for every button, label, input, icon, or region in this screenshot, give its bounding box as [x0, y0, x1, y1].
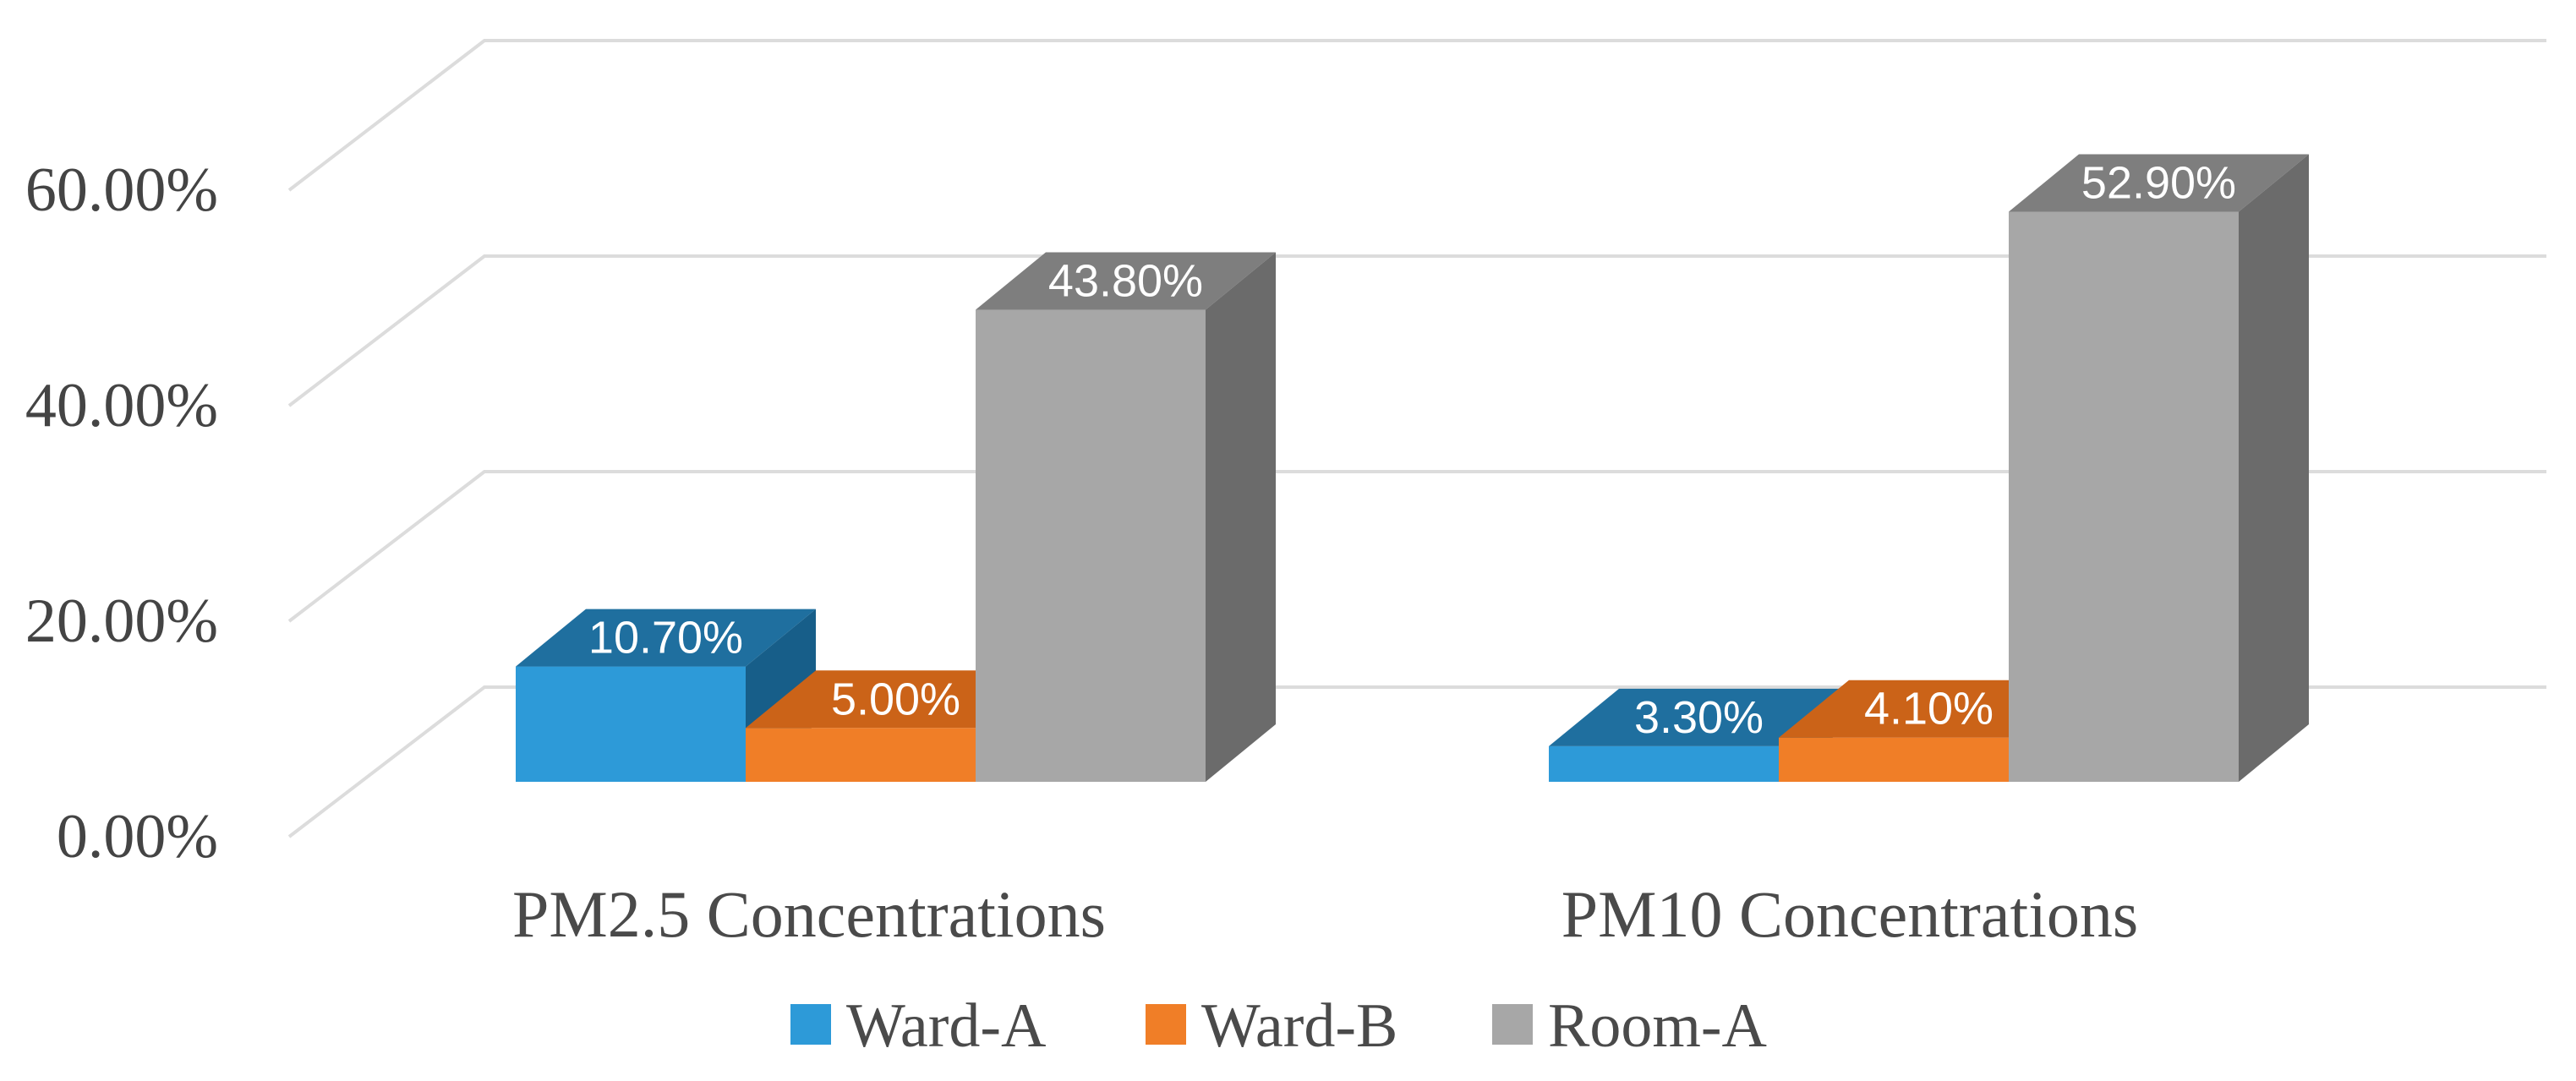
bar-room-a-cat1-top-face [976, 252, 1276, 310]
bar-ward-b-cat2-top-face [1779, 680, 2079, 738]
gridline [287, 39, 2546, 192]
bar-value-label: 4.10% [1864, 684, 1994, 734]
bar-value-label: 5.00% [831, 674, 960, 724]
gridline [287, 254, 2546, 407]
bar-ward-b-cat2-front-face [1779, 737, 2009, 782]
bar-room-a-cat2-front-face [2009, 211, 2239, 782]
legend-label-room-a: Room-A [1548, 991, 1767, 1061]
legend-swatch-ward-b [1146, 1004, 1186, 1045]
bar-ward-a-cat1-front-face [516, 666, 746, 782]
bar-ward-b-cat1-top-face [746, 670, 1046, 729]
bar-room-a-cat2-top-face [2009, 154, 2309, 212]
bar-ward-a-cat1-top-face [516, 609, 816, 667]
y-axis-tick-label: 60.00% [25, 156, 218, 225]
legend-label-ward-a: Ward-A [846, 991, 1047, 1061]
bar-value-label: 52.90% [2081, 158, 2236, 209]
bar-ward-b-cat1-front-face [746, 728, 976, 782]
legend-swatch-room-a [1492, 1004, 1533, 1045]
legend-label-ward-b: Ward-B [1201, 991, 1397, 1061]
legend-swatch-ward-a [790, 1004, 831, 1045]
y-axis-tick-label: 40.00% [25, 371, 218, 440]
category-label-1: PM2.5 Concentrations [512, 877, 1106, 951]
y-axis-tick-label: 20.00% [25, 587, 218, 656]
y-axis-tick-label: 0.00% [57, 802, 218, 871]
category-label-2: PM10 Concentrations [1561, 877, 2138, 951]
bar-value-label: 3.30% [1634, 692, 1764, 743]
bar-value-label: 10.70% [588, 613, 743, 663]
gridline [287, 470, 2546, 623]
bar-room-a-cat1-front-face [976, 309, 1206, 782]
bar-room-a-cat1-side-face [1206, 252, 1276, 782]
bar-ward-a-cat2-top-face [1549, 688, 1849, 746]
bar-ward-a-cat2-front-face [1549, 745, 1779, 782]
bar-value-label: 43.80% [1048, 256, 1203, 307]
bar-room-a-cat2-side-face [2239, 154, 2309, 782]
